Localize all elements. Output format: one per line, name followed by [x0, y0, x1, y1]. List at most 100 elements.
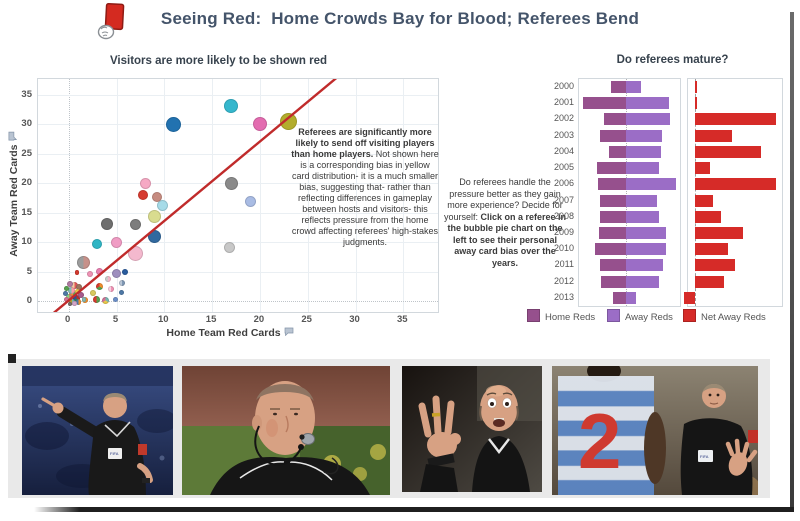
year-label: 2003 [553, 129, 574, 140]
referee-bubble-pie[interactable] [151, 192, 162, 203]
y-tick-label: 35 [21, 88, 32, 100]
referee-bubble-pie[interactable] [89, 289, 96, 296]
referee-bubble-pie[interactable] [119, 279, 126, 286]
x-tick-label: 30 [349, 314, 360, 325]
referee-bubble-pie[interactable] [112, 269, 121, 279]
referee-bubble-pie[interactable] [166, 116, 182, 132]
referee-bubble-pie[interactable] [74, 289, 80, 295]
referee-bubble-pie[interactable] [122, 269, 129, 276]
referee-bubble-pie[interactable] [130, 218, 142, 230]
y-tick-label: 0 [26, 295, 32, 306]
referee-bubble-pie[interactable] [252, 117, 267, 131]
frame-shadow-corner [8, 354, 16, 363]
legend-home-reds[interactable]: Home Reds [527, 309, 596, 323]
net-away-reds-bar[interactable] [695, 162, 710, 175]
referee-bubble-pie[interactable] [224, 176, 238, 190]
home-reds-bar[interactable] [600, 259, 626, 272]
referee-bubble-pie[interactable] [128, 246, 144, 262]
net-away-reds-bar[interactable] [695, 226, 743, 239]
home-reds-bar[interactable] [599, 226, 626, 239]
referee-bubble-pie[interactable] [224, 99, 239, 114]
page-title: Seeing Red: Home Crowds Bay for Blood; R… [160, 9, 640, 28]
away-reds-bar[interactable] [626, 178, 676, 191]
net-away-reds-bar[interactable] [695, 97, 697, 110]
away-reds-bar[interactable] [626, 81, 641, 93]
home-reds-bar[interactable] [600, 129, 626, 142]
net-away-reds-bar[interactable] [695, 275, 725, 288]
home-reds-bar[interactable] [600, 210, 626, 223]
x-gridline [212, 79, 214, 312]
away-reds-bar[interactable] [626, 291, 636, 304]
legend-home-label: Home Reds [545, 312, 596, 323]
away-reds-bar[interactable] [626, 259, 663, 272]
referee-bubble-pie[interactable] [104, 276, 111, 283]
referee-bubble-pie[interactable] [64, 285, 70, 291]
comment-icon[interactable] [284, 327, 294, 339]
net-away-reds-bar[interactable] [684, 291, 695, 304]
referee-bubble-pie[interactable] [72, 301, 77, 306]
net-away-reds-bar[interactable] [695, 113, 776, 126]
home-reds-bar[interactable] [611, 81, 626, 93]
home-reds-bar[interactable] [601, 275, 626, 288]
away-reds-bar[interactable] [626, 194, 657, 207]
x-tick-label: 25 [301, 314, 312, 325]
x-axis-title: Home Team Red Cards [120, 327, 340, 339]
home-reds-bar[interactable] [595, 243, 626, 256]
referee-bubble-pie[interactable] [95, 268, 103, 275]
away-reds-bar[interactable] [626, 129, 662, 142]
referee-bubble-pie[interactable] [75, 270, 80, 275]
away-reds-bar[interactable] [626, 145, 661, 158]
referee-bubble-pie[interactable] [95, 282, 103, 290]
comment-icon[interactable] [8, 131, 20, 141]
referee-bubble-pie[interactable] [139, 177, 151, 189]
referee-bubble-pie[interactable] [118, 290, 124, 296]
net-away-reds-bar[interactable] [695, 210, 721, 223]
referee-bubble-pie[interactable] [111, 236, 122, 248]
referee-bubble-pie[interactable] [107, 286, 114, 293]
net-away-reds-bar[interactable] [695, 178, 776, 191]
year-label: 2009 [553, 226, 574, 237]
legend-net-away-reds[interactable]: Net Away Reds [683, 309, 766, 323]
referee-bubble-pie[interactable] [148, 229, 162, 243]
referee-bubble-pie[interactable] [92, 295, 100, 303]
referee-bubble-pie[interactable] [86, 271, 93, 278]
y-tick-label: 5 [26, 265, 32, 277]
net-away-reds-bar[interactable] [695, 259, 736, 272]
referee-bubble-pie[interactable] [67, 301, 72, 306]
referee-bubble-pie[interactable] [148, 210, 162, 224]
home-reds-bar[interactable] [613, 291, 626, 304]
home-reds-bar[interactable] [598, 178, 626, 191]
referee-bubble-pie[interactable] [76, 255, 90, 269]
away-reds-bar[interactable] [626, 97, 669, 110]
referee-bubble-pie[interactable] [102, 296, 110, 304]
x-tick-label: 10 [158, 314, 169, 325]
referee-bubble-pie[interactable] [100, 218, 113, 231]
home-reds-bar[interactable] [609, 145, 626, 158]
referee-bubble-pie[interactable] [92, 239, 103, 250]
referee-bubble-pie[interactable] [68, 286, 76, 294]
net-away-reds-bar[interactable] [695, 194, 714, 207]
home-reds-bar[interactable] [600, 194, 626, 207]
home-reds-bar[interactable] [597, 162, 626, 175]
y-tick-label: 10 [21, 236, 32, 247]
referee-bubble-pie[interactable] [81, 296, 87, 302]
home-reds-bar[interactable] [604, 113, 626, 126]
home-reds-bar[interactable] [583, 97, 626, 110]
away-reds-bar[interactable] [626, 162, 659, 175]
away-reds-bar[interactable] [626, 243, 666, 256]
away-reds-bar[interactable] [626, 113, 670, 126]
away-reds-bar[interactable] [626, 275, 659, 288]
referee-bubble-pie[interactable] [244, 196, 256, 208]
away-reds-bar[interactable] [626, 210, 659, 223]
year-label: 2004 [553, 145, 574, 156]
net-away-reds-bar[interactable] [695, 129, 732, 142]
net-away-reds-bar[interactable] [695, 81, 697, 93]
referee-bubble-pie[interactable] [223, 242, 235, 254]
net-away-reds-bar[interactable] [695, 145, 762, 158]
legend-away-reds[interactable]: Away Reds [607, 309, 673, 323]
net-away-reds-bar[interactable] [695, 243, 729, 256]
away-reds-bar[interactable] [626, 226, 666, 239]
referee-bubble-pie[interactable] [138, 189, 149, 200]
frame-shadow-bottom [34, 507, 794, 512]
year-label: 2008 [553, 210, 574, 221]
